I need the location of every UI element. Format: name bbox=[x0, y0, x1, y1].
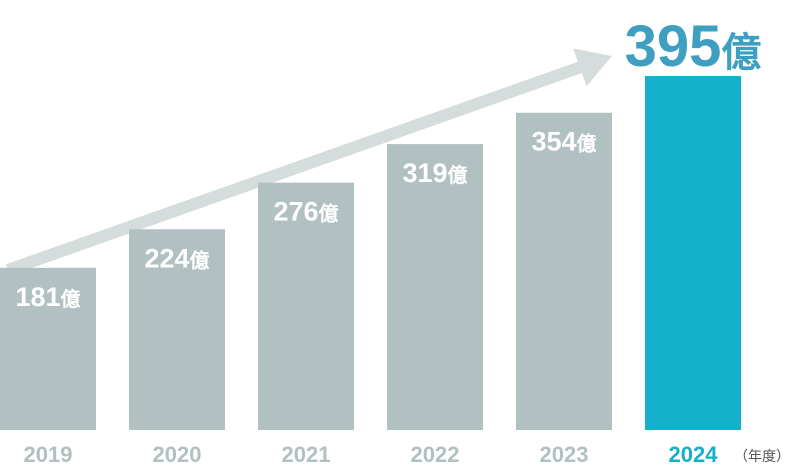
bar-2023 bbox=[516, 112, 612, 431]
bars bbox=[0, 76, 741, 431]
tick-2023: 2023 bbox=[540, 442, 589, 467]
value-label-2023: 354億 bbox=[531, 127, 596, 157]
tick-2019: 2019 bbox=[24, 442, 73, 467]
tick-2020: 2020 bbox=[153, 442, 202, 467]
value-label-2021: 276億 bbox=[273, 197, 338, 227]
tick-2024: 2024 bbox=[669, 442, 719, 467]
bar-2021 bbox=[258, 182, 354, 430]
value-label-2024: 395億 bbox=[625, 14, 762, 79]
value-labels: 181億 224億 276億 319億 354億 395億 bbox=[15, 14, 761, 312]
value-label-2022: 319億 bbox=[402, 158, 467, 188]
value-label-2019: 181億 bbox=[15, 282, 80, 312]
x-axis-ticks: 2019 2020 2021 2022 2023 2024 bbox=[24, 442, 719, 467]
trend-arrow bbox=[6, 48, 612, 276]
value-label-2020: 224億 bbox=[144, 243, 209, 273]
bar-2019 bbox=[0, 267, 96, 430]
trend-arrow-shape bbox=[6, 48, 612, 276]
x-axis-unit-label: （年度） bbox=[734, 448, 790, 464]
bar-2020 bbox=[129, 229, 225, 430]
tick-2022: 2022 bbox=[411, 442, 460, 467]
bar-2022 bbox=[387, 144, 483, 430]
tick-2021: 2021 bbox=[282, 442, 331, 467]
bar-2024 bbox=[645, 76, 741, 430]
